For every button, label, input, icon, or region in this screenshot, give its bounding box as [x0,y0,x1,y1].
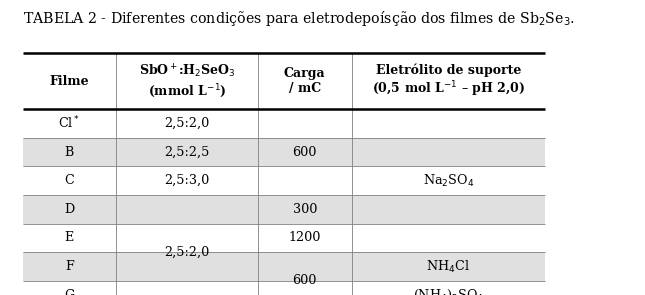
Bar [23,166,116,195]
Bar [352,195,545,224]
Bar [258,166,352,195]
Text: 1200: 1200 [288,231,321,245]
Bar [352,166,545,195]
Text: 2,5:2,0: 2,5:2,0 [164,246,210,259]
Text: B: B [64,145,74,159]
Text: Eletrólito de suporte
(0,5 mol L$^{-1}$ – pH 2,0): Eletrólito de suporte (0,5 mol L$^{-1}$ … [372,63,525,99]
Bar [352,109,545,138]
Bar [258,109,352,138]
Bar [116,195,258,224]
Bar [116,109,258,138]
Text: 300: 300 [293,203,317,216]
Text: C: C [64,174,74,187]
Bar [116,166,258,195]
Text: 600: 600 [293,274,317,287]
Bar [352,138,545,166]
Text: (NH$_4$)$_2$SO$_4$: (NH$_4$)$_2$SO$_4$ [413,288,484,295]
Bar [258,224,352,252]
Bar [116,281,258,295]
Text: 600: 600 [293,145,317,159]
Text: G: G [64,289,74,295]
Bar [258,281,352,295]
Text: Cl$^*$: Cl$^*$ [59,115,80,132]
Bar [23,195,116,224]
Text: Na$_2$SO$_4$: Na$_2$SO$_4$ [422,173,474,189]
Text: NH$_4$Cl: NH$_4$Cl [426,258,470,275]
Text: SbO$^+$:H$_2$SeO$_3$
(mmol L$^{-1}$): SbO$^+$:H$_2$SeO$_3$ (mmol L$^{-1}$) [139,62,235,100]
Text: TABELA 2 - Diferentes condições para eletrodepoísção dos filmes de Sb$_2$Se$_3$.: TABELA 2 - Diferentes condições para ele… [23,9,575,28]
Bar [23,138,116,166]
Text: 2,5:2,0: 2,5:2,0 [164,117,210,130]
Text: 2,5:2,5: 2,5:2,5 [164,145,210,159]
Text: E: E [64,231,74,245]
Bar [352,252,545,281]
Bar [352,224,545,252]
Bar [258,138,352,166]
Text: Filme: Filme [50,75,89,88]
Bar [116,224,258,252]
Bar [23,281,116,295]
Bar [116,138,258,166]
Bar [352,281,545,295]
Text: 2,5:3,0: 2,5:3,0 [164,174,210,187]
Bar [23,109,116,138]
Text: Carga
/ mC: Carga / mC [284,67,326,95]
Bar [258,195,352,224]
Bar [23,252,116,281]
Text: F: F [65,260,74,273]
Text: D: D [64,203,74,216]
Bar [23,224,116,252]
Bar [258,252,352,281]
Bar [116,252,258,281]
